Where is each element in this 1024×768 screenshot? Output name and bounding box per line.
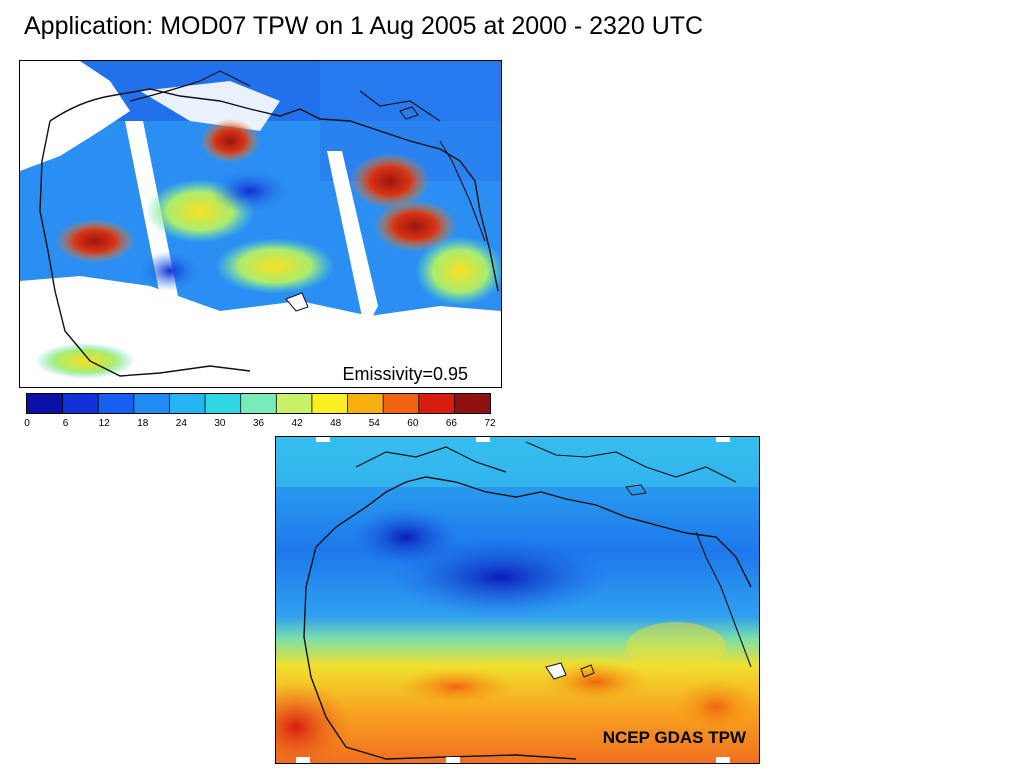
colorbar-tick-label: 48 xyxy=(330,418,342,429)
ncep-gdas-tpw-map: NCEP GDAS TPW xyxy=(275,436,760,764)
colorbar-tick-label: 42 xyxy=(291,418,303,429)
colorbar-segment xyxy=(311,394,349,413)
colorbar-segment xyxy=(347,394,384,413)
colorbar-tick-label: 30 xyxy=(214,418,226,429)
colorbar-tick-label: 12 xyxy=(98,418,110,429)
colorbar-tick-label: 6 xyxy=(62,418,69,429)
colorbar-tick-label: 18 xyxy=(137,418,149,429)
modis-tpw-map: Emissivity=0.95 xyxy=(19,60,502,388)
colorbar-tick-labels: 0 6 12 18 24 30 36 42 48 54 60 66 72 xyxy=(0,418,520,432)
colorbar-tick-label: 24 xyxy=(175,418,187,429)
colorbar-segment xyxy=(454,394,490,413)
colorbar-tick-label: 60 xyxy=(407,418,419,429)
colorbar-segment xyxy=(205,394,242,413)
colorbar-segment xyxy=(133,394,170,413)
colorbar-segment xyxy=(276,394,313,413)
colorbar-segment xyxy=(383,394,420,413)
tpw-colorbar xyxy=(26,393,491,414)
colorbar-tick-label: 54 xyxy=(368,418,380,429)
colorbar-segment xyxy=(240,394,277,413)
colorbar-segment xyxy=(169,394,206,413)
colorbar-tick-label: 0 xyxy=(24,418,30,429)
page-title: Application: MOD07 TPW on 1 Aug 2005 at … xyxy=(24,12,704,40)
ncep-gdas-tpw-label: NCEP GDAS TPW xyxy=(602,728,746,747)
colorbar-tick-label: 72 xyxy=(484,418,496,429)
colorbar-segment xyxy=(98,394,135,413)
modis-tpw-image xyxy=(20,61,501,387)
colorbar-segment xyxy=(418,394,455,413)
emissivity-label: Emissivity=0.95 xyxy=(337,363,473,386)
colorbar-gradient xyxy=(27,394,490,413)
colorbar-tick-label: 36 xyxy=(252,418,265,429)
colorbar-segment xyxy=(62,394,99,413)
colorbar-segment xyxy=(27,394,64,413)
ncep-tpw-image xyxy=(276,437,759,763)
colorbar-tick-label: 66 xyxy=(445,418,457,429)
